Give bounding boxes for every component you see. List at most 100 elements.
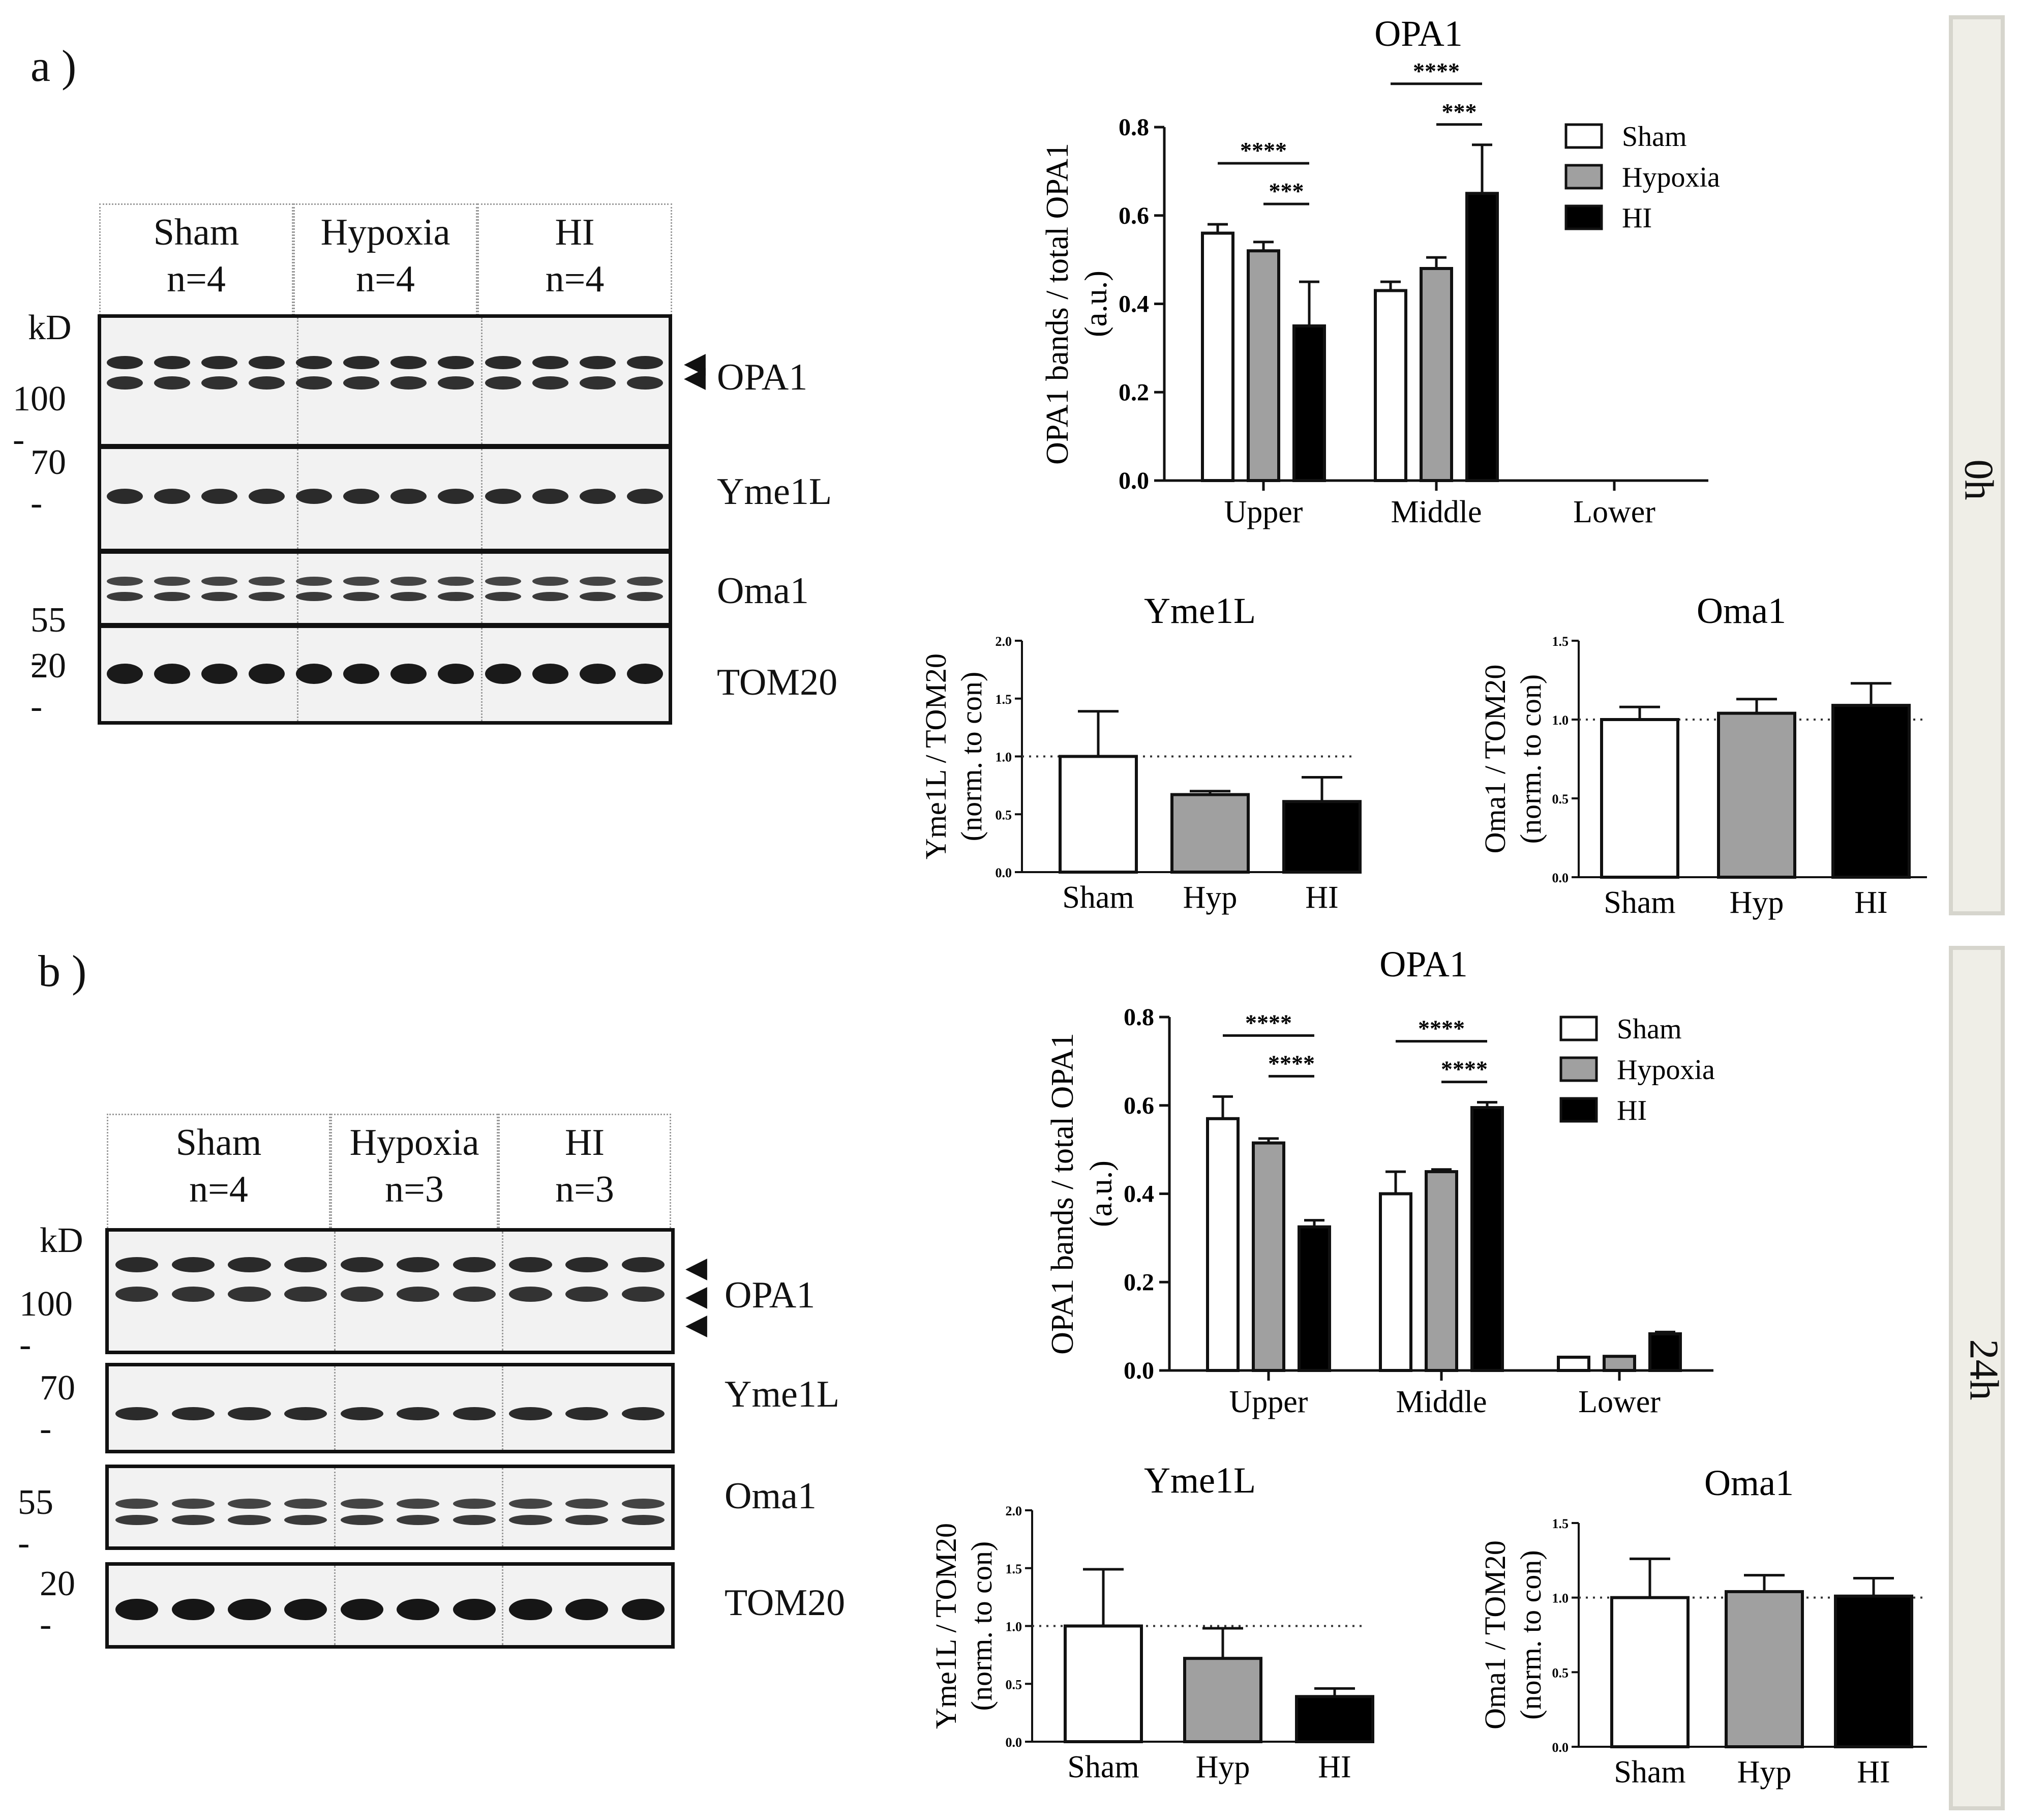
x-tick-label: HI	[1305, 880, 1338, 915]
blot-b-group-sham: Sham n=4	[107, 1114, 330, 1228]
blot-band	[201, 592, 237, 601]
blot-band	[485, 592, 521, 601]
marker-20: 20 -	[31, 646, 66, 726]
bar-sham	[1201, 231, 1234, 482]
significance-label: ****	[1413, 58, 1460, 84]
blot-band	[171, 1499, 215, 1509]
x-tick-label: Middle	[1396, 1385, 1487, 1419]
blot-band	[509, 1599, 552, 1620]
bar-hi	[1282, 800, 1362, 874]
time-label-24h-text: 24h	[1961, 1339, 2006, 1400]
y-axis-label-line: (norm. to con)	[965, 1541, 998, 1711]
blot-band	[296, 664, 332, 684]
blot-band	[107, 489, 143, 504]
blot-band	[390, 489, 427, 504]
blot-band	[390, 664, 427, 684]
kd-label: kD	[40, 1221, 83, 1260]
blot-band	[340, 1407, 383, 1420]
blot-band	[115, 1407, 159, 1420]
blot-band	[171, 1257, 215, 1272]
y-tick-label: 0.8	[1124, 1004, 1154, 1031]
y-tick-label: 1.5	[1552, 634, 1569, 649]
bar-hypoxia	[1603, 1355, 1636, 1373]
blot-band	[565, 1257, 609, 1272]
blot-band	[397, 1257, 440, 1272]
bar-hyp	[1725, 1590, 1804, 1748]
marker-70: 70 -	[40, 1368, 75, 1448]
blot-band	[532, 577, 568, 586]
protein-label-yme1l: Yme1L	[717, 471, 832, 513]
legend-swatch	[1564, 123, 1603, 149]
group-name: Sham	[175, 1122, 262, 1163]
blot-band	[453, 1257, 496, 1272]
blot-band	[532, 664, 568, 684]
blot-band	[627, 577, 663, 586]
blot-band	[565, 1599, 609, 1620]
y-axis-label-line: OPA1 bands / total OPA1	[1045, 1033, 1080, 1355]
y-tick-label: 0.0	[1552, 871, 1569, 885]
bar-hyp	[1717, 711, 1796, 879]
bar-sham	[1557, 1355, 1590, 1372]
blot-band	[438, 376, 474, 390]
bar-hypoxia	[1252, 1141, 1285, 1372]
blot-band	[390, 577, 427, 586]
blot-band	[580, 664, 616, 684]
x-tick-label: Sham	[1604, 885, 1675, 920]
blot-band	[343, 664, 379, 684]
blot-band	[115, 1257, 159, 1272]
bar-sham	[1610, 1596, 1690, 1748]
group-name: Hypoxia	[320, 212, 450, 253]
marker-20: 20 -	[40, 1564, 75, 1644]
blot-band	[453, 1499, 496, 1509]
blot-band	[453, 1287, 496, 1302]
kd-label: kD	[28, 308, 72, 347]
blot-band	[509, 1515, 552, 1525]
y-axis-label-line: OPA1 bands / total OPA1	[1040, 143, 1075, 465]
blot-band	[249, 489, 285, 504]
x-tick-label: Hyp	[1183, 880, 1238, 915]
blot-band	[154, 592, 190, 601]
group-name: HI	[564, 1122, 605, 1163]
group-name: Hypoxia	[349, 1122, 479, 1163]
significance-label: ****	[1441, 1056, 1488, 1082]
x-tick-label: Lower	[1573, 495, 1655, 529]
y-tick-label: 1.0	[1552, 1591, 1569, 1606]
blot-band	[154, 376, 190, 390]
significance-label: ****	[1268, 1050, 1315, 1076]
blot-band	[340, 1515, 383, 1525]
bar-hi	[1295, 1695, 1374, 1743]
blot-band	[621, 1287, 665, 1302]
protein-label-opa1: OPA1	[725, 1274, 816, 1316]
blot-band	[621, 1499, 665, 1509]
blot-band	[228, 1257, 271, 1272]
blot-band	[228, 1599, 271, 1620]
blot-band	[343, 356, 379, 369]
blot-a-strip-opa1	[98, 314, 672, 447]
y-tick-label: 1.0	[996, 750, 1012, 765]
legend-swatch	[1564, 204, 1603, 230]
significance-label: ****	[1418, 1016, 1465, 1041]
blot-band	[509, 1499, 552, 1509]
bar-sham	[1600, 718, 1679, 879]
blot-b-group-hypoxia: Hypoxia n=3	[330, 1114, 498, 1228]
significance-label: ****	[1245, 1009, 1292, 1035]
blot-band	[284, 1257, 327, 1272]
y-tick-label: 1.5	[1552, 1516, 1569, 1531]
blot-band	[397, 1499, 440, 1509]
significance-label: ***	[1442, 99, 1477, 125]
blot-band	[621, 1407, 665, 1420]
blot-band	[485, 376, 521, 390]
legend-swatch	[1559, 1097, 1598, 1123]
blot-band	[453, 1515, 496, 1525]
y-axis-label-line: Yme1L / TOM20	[929, 1523, 962, 1729]
blot-band	[249, 356, 285, 369]
bar-hi	[1465, 192, 1499, 482]
blot-band	[438, 592, 474, 601]
blot-band	[438, 577, 474, 586]
blot-band	[343, 592, 379, 601]
y-tick-label: 0.6	[1124, 1092, 1154, 1119]
panel-b-letter: b )	[38, 947, 87, 996]
y-tick-label: 0.2	[1119, 379, 1149, 406]
